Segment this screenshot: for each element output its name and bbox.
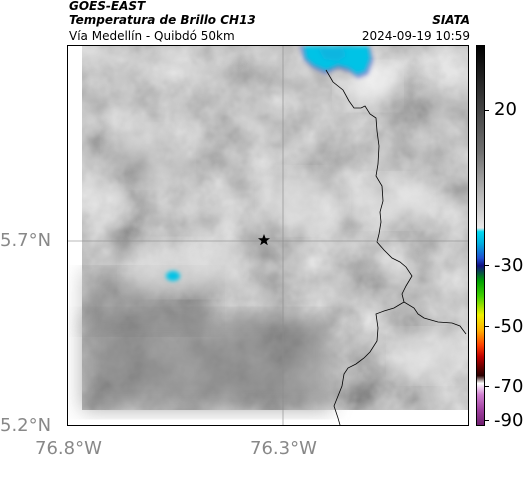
x-tick-label: 76.3°W	[250, 438, 317, 459]
product-title: Temperatura de Brillo CH13	[69, 13, 256, 27]
y-tick-label: 5.2°N	[0, 415, 52, 436]
organization-label: SIATA	[432, 13, 470, 27]
colorbar-tick	[484, 265, 489, 266]
imagery-layer	[82, 46, 468, 410]
colorbar-label: -90	[494, 410, 524, 431]
cold-cloud-tops	[166, 46, 373, 281]
colorbar-tick	[484, 326, 489, 327]
y-tick-label: 5.7°N	[0, 230, 52, 251]
temperature-colorbar	[476, 45, 485, 426]
colorbar-tick	[484, 420, 489, 421]
colorbar-tick	[484, 386, 489, 387]
region-label: Vía Medellín - Quibdó 50km	[69, 29, 235, 43]
colorbar-label: -50	[494, 316, 524, 337]
satellite-name: GOES-EAST	[69, 0, 146, 13]
colorbar-label: -30	[494, 255, 524, 276]
brightness-temperature-image	[68, 46, 468, 425]
colorbar-label: -70	[494, 376, 524, 397]
star-icon	[258, 234, 270, 246]
satellite-map[interactable]	[67, 45, 469, 426]
x-tick-label: 76.8°W	[35, 438, 102, 459]
colorbar-label: 20	[494, 99, 517, 120]
colorbar-tick	[484, 110, 489, 111]
datetime-label: 2024-09-19 10:59	[361, 29, 470, 43]
boundary-line	[325, 69, 467, 335]
